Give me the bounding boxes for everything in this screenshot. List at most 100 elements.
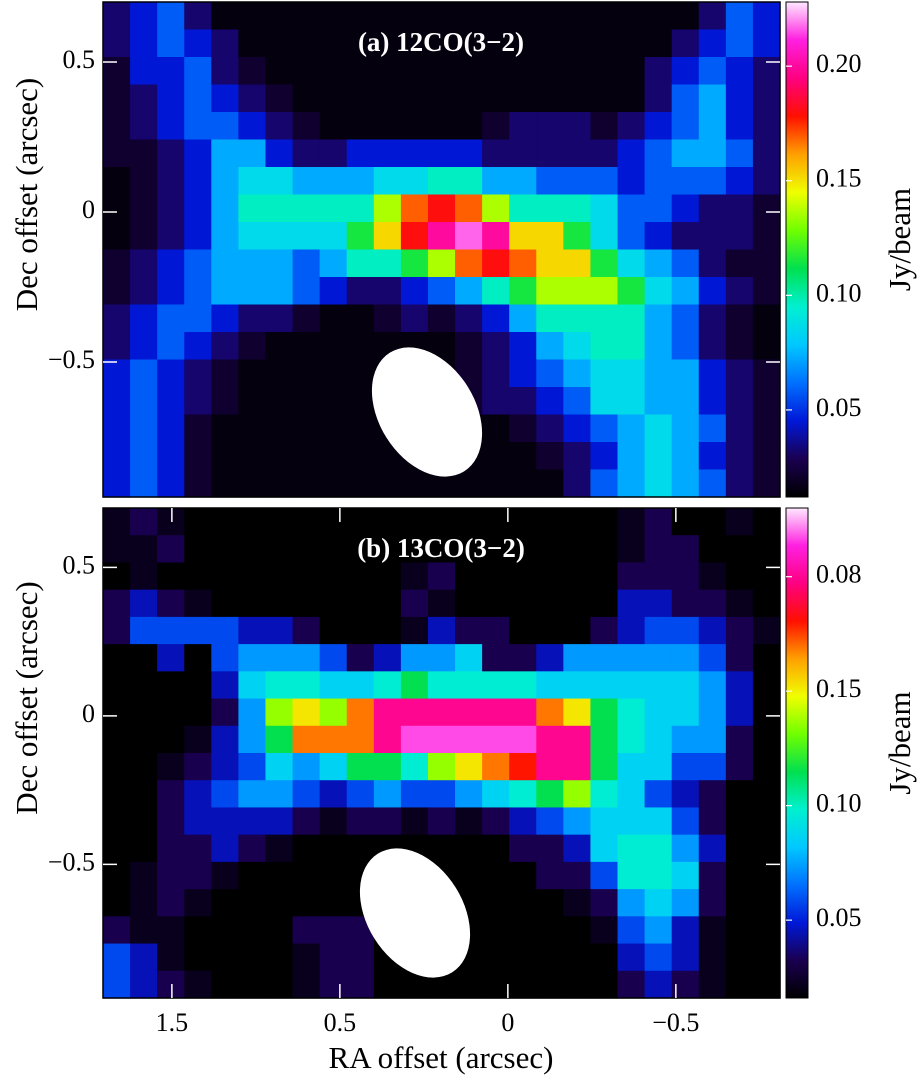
heatmap-cell — [617, 332, 646, 361]
heatmap-cell — [265, 414, 294, 443]
heatmap-cell — [617, 916, 646, 945]
heatmap-cell — [265, 535, 294, 564]
heatmap-cell — [590, 562, 619, 591]
heatmap-cell — [130, 889, 158, 917]
heatmap-cell — [427, 644, 456, 672]
heatmap-cell — [292, 2, 321, 31]
heatmap-cell — [644, 304, 673, 333]
heatmap-cell — [509, 535, 537, 564]
heatmap-cell — [427, 807, 456, 836]
heatmap-cell — [346, 535, 375, 564]
heatmap-cell — [563, 644, 592, 672]
heatmap-cell — [509, 222, 537, 251]
heatmap-cell — [130, 671, 158, 700]
heatmap-cell — [698, 725, 727, 754]
heatmap-cell — [671, 57, 700, 86]
heatmap-cell — [211, 780, 239, 809]
heatmap-cell — [509, 249, 537, 278]
heatmap-cell — [400, 698, 429, 727]
heatmap-cell — [671, 194, 700, 223]
heatmap-cell — [752, 167, 781, 196]
heatmap-cell — [509, 332, 537, 361]
heatmap-cell — [265, 29, 294, 58]
heatmap-cell — [400, 807, 429, 836]
heatmap-cell — [157, 589, 185, 618]
colorbar-tick-label: 0.10 — [816, 278, 862, 307]
heatmap-cell — [536, 29, 564, 58]
heatmap-cell — [752, 889, 781, 917]
heatmap-cell — [590, 332, 619, 361]
heatmap-cell — [509, 616, 537, 645]
heatmap-cell — [536, 359, 564, 388]
heatmap-cell — [671, 332, 700, 361]
heatmap-cell — [346, 698, 375, 727]
heatmap-cell — [536, 139, 564, 168]
x-tick-label: −0.5 — [652, 1008, 699, 1037]
heatmap-cell — [617, 387, 646, 416]
heatmap-cell — [157, 249, 185, 278]
heatmap-cell — [617, 84, 646, 113]
heatmap-cell — [130, 387, 158, 416]
heatmap-cell — [211, 753, 239, 781]
heatmap-cell — [509, 57, 537, 86]
heatmap-cell — [238, 167, 267, 196]
heatmap-cell — [103, 469, 131, 498]
heatmap-cell — [130, 84, 158, 113]
heatmap-cell — [157, 562, 185, 591]
heatmap-cell — [671, 889, 700, 917]
heatmap-cell — [130, 139, 158, 168]
heatmap-cell — [346, 139, 375, 168]
heatmap-cell — [482, 834, 510, 863]
heatmap-cell — [346, 644, 375, 672]
heatmap-cell — [752, 249, 781, 278]
heatmap-cell — [211, 616, 239, 645]
heatmap-cell — [509, 943, 537, 972]
heatmap-cell — [536, 671, 564, 700]
heatmap-cell — [130, 943, 158, 972]
heatmap-cell — [184, 671, 212, 700]
heatmap-cell — [590, 387, 619, 416]
heatmap-cell — [752, 29, 781, 58]
heatmap-cell — [427, 249, 456, 278]
heatmap-cell — [590, 194, 619, 223]
heatmap-cell — [265, 644, 294, 672]
heatmap-cell — [238, 807, 267, 836]
heatmap-cell — [644, 112, 673, 141]
heatmap-cell — [103, 442, 131, 471]
heatmap-cell — [346, 616, 375, 645]
heatmap-cell — [482, 222, 510, 251]
heatmap-cell — [752, 304, 781, 333]
heatmap-cell — [590, 889, 619, 917]
heatmap-cell — [238, 970, 267, 999]
heatmap-cells — [103, 2, 781, 999]
heatmap-cell — [482, 249, 510, 278]
heatmap-cell — [563, 359, 592, 388]
heatmap-cell — [509, 807, 537, 836]
heatmap-cell — [644, 916, 673, 945]
heatmap-cell — [157, 304, 185, 333]
heatmap-cell — [292, 508, 321, 536]
heatmap-cell — [400, 84, 429, 113]
heatmap-cell — [319, 616, 348, 645]
heatmap-cell — [238, 725, 267, 754]
heatmap-cell — [184, 562, 212, 591]
heatmap-cell — [292, 249, 321, 278]
heatmap-cell — [617, 29, 646, 58]
heatmap-cell — [698, 304, 727, 333]
heatmap-cell — [698, 698, 727, 727]
heatmap-cell — [671, 359, 700, 388]
heatmap-cell — [157, 725, 185, 754]
heatmap-cell — [103, 535, 131, 564]
heatmap-cell — [319, 834, 348, 863]
x-tick-label: 0.5 — [324, 1008, 357, 1037]
heatmap-cell — [373, 725, 402, 754]
heatmap-cell — [400, 589, 429, 618]
heatmap-cell — [130, 304, 158, 333]
heatmap-cell — [590, 84, 619, 113]
heatmap-cell — [265, 222, 294, 251]
heatmap-cell — [238, 753, 267, 781]
heatmap-cell — [698, 387, 727, 416]
heatmap-cell — [319, 277, 348, 306]
heatmap-cell — [644, 562, 673, 591]
heatmap-cell — [184, 469, 212, 498]
